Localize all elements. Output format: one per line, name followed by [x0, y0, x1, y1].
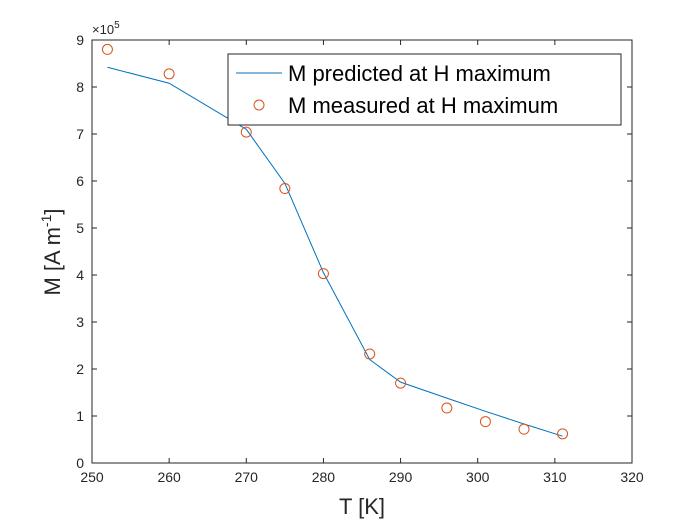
- y-tick-label: 6: [76, 173, 84, 189]
- y-tick-label: 9: [76, 32, 84, 48]
- legend: M predicted at H maximum M measured at H…: [227, 53, 622, 126]
- legend-label-measured: M measured at H maximum: [288, 93, 558, 118]
- x-axis: 250 260 270 280 290 300 310 320: [80, 40, 644, 485]
- y-tick-label: 7: [76, 126, 84, 142]
- data-point-measured: [479, 416, 491, 428]
- x-tick-label: 270: [235, 469, 259, 485]
- legend-box: [227, 53, 622, 126]
- data-point-measured: [364, 348, 376, 360]
- x-tick-label: 280: [312, 469, 336, 485]
- x-tick-label: 250: [80, 469, 104, 485]
- data-point-measured: [518, 423, 530, 435]
- data-point-measured: [279, 183, 291, 195]
- y-tick-label: 8: [76, 79, 84, 95]
- legend-label-predicted: M predicted at H maximum: [288, 61, 551, 86]
- x-tick-label: 290: [389, 469, 413, 485]
- x-tick-label: 310: [543, 469, 567, 485]
- data-point-measured: [395, 377, 407, 389]
- data-point-measured: [101, 43, 113, 55]
- y-axis: 0 1 2 3 4 5 6 7 8 9: [76, 32, 632, 471]
- x-axis-title: T [K]: [339, 494, 385, 519]
- series-layer: [101, 43, 569, 440]
- data-point-measured: [317, 268, 329, 280]
- y-tick-label: 3: [76, 314, 84, 330]
- x-tick-label: 260: [157, 469, 181, 485]
- x-tick-label: 320: [620, 469, 644, 485]
- x-tick-label: 300: [466, 469, 490, 485]
- data-point-measured: [163, 68, 175, 80]
- y-tick-label: 5: [76, 220, 84, 236]
- y-tick-label: 0: [76, 455, 84, 471]
- data-point-measured: [240, 126, 252, 138]
- series-line-predicted: [107, 66, 563, 437]
- y-tick-label: 2: [76, 361, 84, 377]
- y-tick-label: 4: [76, 267, 84, 283]
- legend-marker-swatch: [253, 99, 265, 111]
- data-point-measured: [441, 402, 453, 414]
- y-axis-multiplier: ×105: [92, 20, 120, 37]
- data-point-measured: [557, 428, 569, 440]
- y-tick-label: 1: [76, 408, 84, 424]
- y-axis-title: M [A m-1]: [38, 208, 65, 295]
